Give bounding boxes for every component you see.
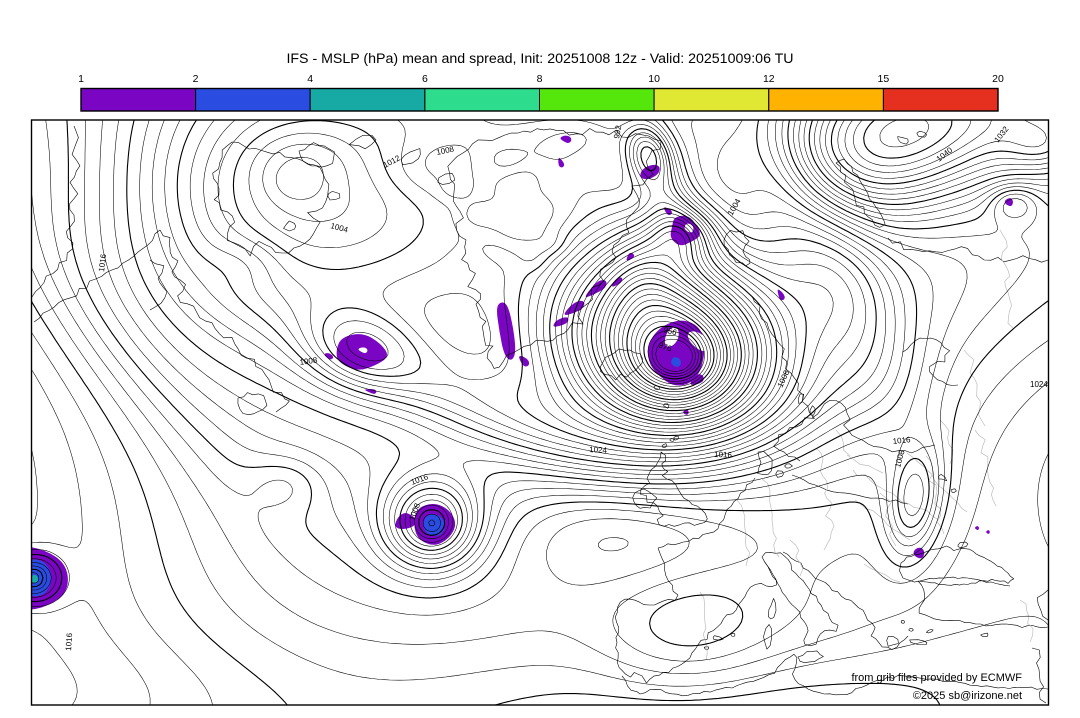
svg-text:8: 8 — [537, 73, 543, 85]
svg-text:12: 12 — [763, 73, 775, 85]
svg-text:976: 976 — [657, 340, 673, 353]
svg-text:956: 956 — [662, 325, 678, 337]
svg-text:1024: 1024 — [1030, 380, 1048, 389]
svg-text:1008: 1008 — [436, 144, 456, 157]
svg-text:4: 4 — [307, 73, 313, 85]
svg-text:15: 15 — [878, 73, 890, 85]
svg-text:1016: 1016 — [714, 450, 733, 460]
svg-text:1008: 1008 — [299, 356, 318, 367]
svg-text:6: 6 — [422, 73, 428, 85]
svg-text:1024: 1024 — [589, 445, 608, 455]
svg-text:IFS - MSLP (hPa) mean and spre: IFS - MSLP (hPa) mean and spread, Init: … — [286, 51, 793, 67]
svg-text:20: 20 — [992, 73, 1004, 85]
svg-text:1016: 1016 — [64, 632, 74, 651]
svg-text:1016: 1016 — [892, 435, 911, 446]
svg-text:2: 2 — [193, 73, 199, 85]
svg-text:10: 10 — [648, 73, 660, 85]
svg-text:992: 992 — [612, 124, 623, 139]
svg-text:1016: 1016 — [97, 253, 108, 272]
svg-text:1: 1 — [78, 73, 84, 85]
svg-text:©2025 sb@irizone.net: ©2025 sb@irizone.net — [913, 690, 1022, 702]
svg-text:from grib files provided by EC: from grib files provided by ECMWF — [851, 672, 1022, 684]
